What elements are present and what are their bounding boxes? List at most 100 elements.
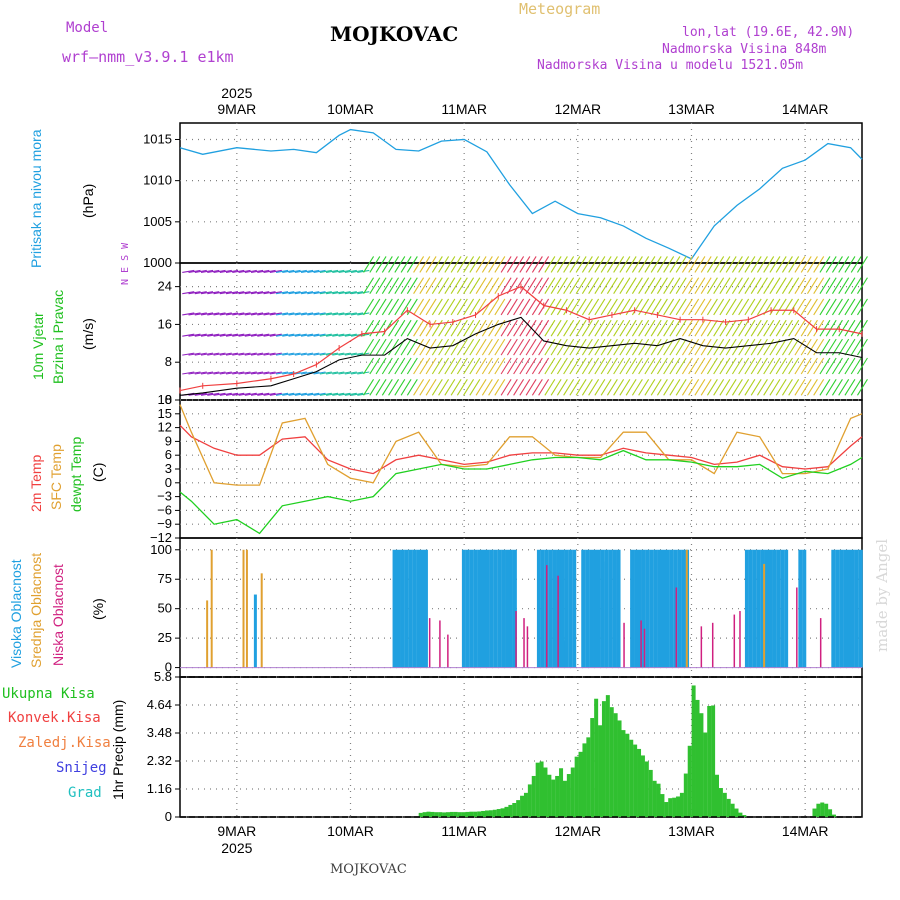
wind-barb <box>781 357 793 375</box>
high-cloud-bar <box>637 549 642 668</box>
wind-barb <box>182 312 195 316</box>
wind-barb <box>625 277 637 294</box>
wind-barb <box>431 277 443 294</box>
wind-barb <box>769 256 781 273</box>
wind-barb <box>431 298 443 316</box>
wind-barb <box>275 312 289 316</box>
wind-barb <box>513 277 525 294</box>
wind-barb <box>638 298 650 316</box>
wind-barb <box>575 277 587 294</box>
wind-barb <box>719 277 731 294</box>
wind-barb <box>381 277 393 294</box>
temp2m-line <box>179 424 863 475</box>
wind-barb <box>463 378 475 396</box>
wind-barb <box>850 338 862 356</box>
wind-barb <box>563 277 575 294</box>
high-cloud-bar <box>589 549 594 668</box>
wind-barb <box>519 298 531 316</box>
wind-barb <box>663 277 675 294</box>
wind-barb <box>219 371 232 375</box>
wind-barb <box>363 277 375 294</box>
wind-barb <box>669 319 681 337</box>
wind-barb <box>269 269 282 273</box>
wind-barb <box>307 269 320 273</box>
high-cloud-bar <box>764 549 769 668</box>
wind-barb <box>788 256 800 273</box>
low-cloud-bar <box>711 622 714 668</box>
wind-barb <box>538 277 550 294</box>
wind-barb <box>357 312 370 316</box>
high-cloud-bar <box>481 549 486 668</box>
wind-barb <box>463 357 475 375</box>
wind-barb <box>456 338 468 356</box>
wind-barb <box>332 371 345 375</box>
wind-barb <box>388 378 400 396</box>
wind-barb <box>194 312 207 316</box>
wind-barb <box>794 357 806 375</box>
wind-barb <box>263 392 276 396</box>
wind-barb <box>488 277 500 294</box>
high-cloud-bar <box>681 549 686 668</box>
wind-barb <box>594 277 606 294</box>
high-cloud-bar <box>548 549 553 668</box>
wind-barb <box>588 298 600 316</box>
wind-barb <box>288 269 301 273</box>
wind-barb <box>456 277 468 294</box>
precip-bar <box>422 812 427 817</box>
wind-barb <box>463 319 475 337</box>
high-cloud-bar <box>508 549 513 668</box>
wind-barb <box>300 392 314 396</box>
wind-barb <box>700 298 712 316</box>
wind-barb <box>332 333 345 337</box>
precip-bar <box>481 810 486 817</box>
wind-barb <box>519 378 531 396</box>
wind-barb <box>763 357 775 375</box>
wind-barb <box>419 256 431 273</box>
wind-barb <box>625 256 637 273</box>
wind-barb <box>638 378 650 396</box>
wind-barb <box>688 256 700 273</box>
precip-bar <box>683 773 688 817</box>
wind-barb <box>282 333 295 337</box>
wind-barb <box>556 298 568 316</box>
wind-barb <box>257 312 270 316</box>
high-cloud-bar <box>477 549 482 668</box>
date-label-top: 14MAR <box>782 101 829 117</box>
wind-barb <box>238 333 251 337</box>
wind-barb <box>450 378 462 396</box>
wind-barb <box>681 378 693 396</box>
precip-bar <box>590 718 595 817</box>
wind-barb <box>232 333 245 337</box>
wind-barb <box>669 277 681 294</box>
mid-cloud-bar <box>245 549 248 668</box>
wind-barb <box>250 392 264 396</box>
wind-barb <box>288 312 301 316</box>
wind-barb <box>794 338 806 356</box>
wind-barb <box>475 357 487 375</box>
wind-barb <box>257 392 270 396</box>
high-cloud-bar <box>505 549 510 668</box>
high-cloud-bar <box>839 549 844 668</box>
wind-barb <box>232 269 245 273</box>
wind-barb <box>400 357 412 375</box>
wind-barb <box>207 312 220 316</box>
high-cloud-bar <box>465 549 470 668</box>
wind-barb <box>644 256 656 273</box>
wind-barb <box>381 256 393 273</box>
precip-bar <box>711 705 716 817</box>
wind-barb <box>800 319 812 337</box>
wind-barb <box>357 392 370 396</box>
wind-barb <box>425 357 437 375</box>
wind-barb <box>563 256 575 273</box>
wind-barb <box>388 357 400 375</box>
wind-barb <box>313 291 326 295</box>
wind-barb <box>731 277 743 294</box>
precip-bar <box>734 808 739 817</box>
wind-barb <box>694 298 706 316</box>
wind-barb <box>213 371 226 375</box>
wind-barb <box>625 357 637 375</box>
wind-barb <box>719 378 731 396</box>
wind-barb <box>550 298 562 316</box>
wind-barb <box>344 269 357 273</box>
wind-barb <box>700 378 712 396</box>
